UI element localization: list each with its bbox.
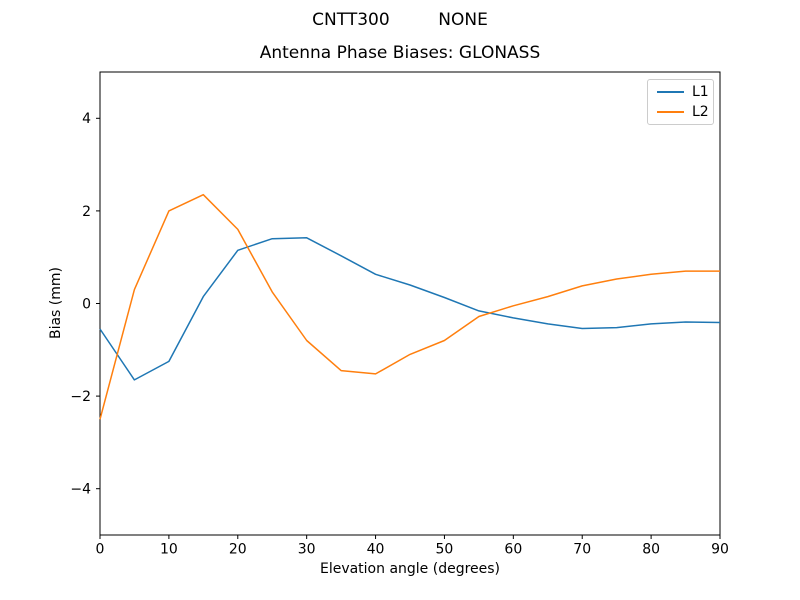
y-tick-label: −4 [70,482,91,498]
x-tick-label: 60 [504,542,522,558]
legend-l2-label: L2 [692,104,709,120]
axes-title: Antenna Phase Biases: GLONASS [259,43,541,63]
x-tick-label: 0 [96,542,105,558]
x-tick-label: 40 [367,542,385,558]
y-tick-label: 4 [82,111,91,127]
x-tick-label: 10 [160,542,178,558]
legend-l1-line-icon [657,91,684,93]
y-tick-label: 2 [82,204,91,220]
x-tick-label: 50 [436,542,454,558]
legend-l1-label: L1 [692,84,709,100]
x-tick-label: 90 [711,542,729,558]
y-tick-label: −2 [70,389,91,405]
series-line-l2 [99,193,720,420]
legend-item-l1: L1 [648,82,713,102]
x-tick-label: 80 [642,542,660,558]
legend-l2-line-icon [657,111,684,113]
x-axis-label: Elevation angle (degrees) [319,561,501,577]
legend: L1 L2 [647,79,714,125]
x-tick-label: 70 [573,542,591,558]
y-tick-label: 0 [82,296,91,312]
series-line-l1 [99,237,721,381]
legend-item-l2: L2 [648,102,713,122]
y-axis-label: Bias (mm) [48,266,64,340]
x-tick-label: 30 [298,542,316,558]
axes-frame [99,71,721,536]
figure-suptitle: CNTT300 NONE [312,10,488,30]
x-tick-label: 20 [229,542,247,558]
